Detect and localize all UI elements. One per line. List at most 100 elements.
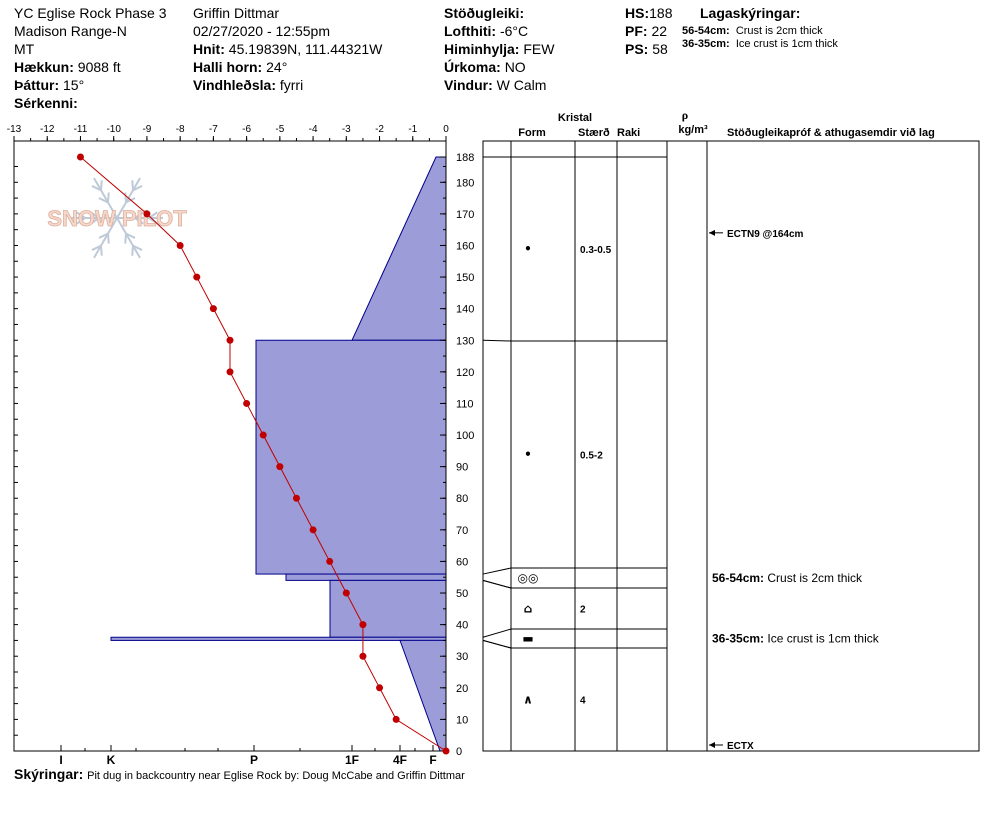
temp-tick-label: -3 [342,124,351,135]
layer-table-frame [482,140,980,752]
temp-point [209,305,217,313]
header-crystal: Kristal [558,112,592,124]
temp-point [143,210,151,218]
layer-connector [482,567,512,575]
grain-form-symbol: ▬ [522,632,533,646]
height-tick-label: 0 [456,746,462,758]
height-tick-label: 120 [456,367,474,379]
height-tick-label: 188 [456,152,474,164]
grain-size: 0.3-0.5 [580,245,612,256]
flake-branch [91,185,102,192]
hardness-tick-label: 1F [345,753,359,767]
temp-point [226,368,234,376]
comments: Skýringar: Pit dug in backcountry near E… [14,766,465,782]
height-tick-label: 20 [456,683,468,695]
height-tick-label: 160 [456,240,474,252]
observation-info: Griffin Dittmar 02/27/2020 - 12:55pm Hni… [193,4,382,94]
height-tick-label: 80 [456,493,468,505]
header-density-unit: kg/m³ [678,124,708,136]
elevation: Hækkun: 9088 ft [14,59,121,75]
flake-branch [107,192,110,203]
header-tests: Stöðugleikapróf & athugasemdir við lag [727,127,935,139]
temp-point [392,715,400,723]
flake-branch [124,233,127,244]
height-tick-label: 110 [456,398,474,410]
layer-note: 36-35cm: Ice crust is 1cm thick [682,38,838,50]
temp-point [176,241,184,249]
temp-point [193,273,201,281]
temp-point [226,336,234,344]
height-tick-label: 150 [456,272,474,284]
stability-test-arrow [709,229,715,236]
sky: Himinhylja: FEW [444,41,555,57]
wind: Vindur: W Calm [444,77,547,93]
flake-arm [93,177,118,219]
layer-connector [482,579,512,589]
flake-branch [132,185,143,192]
hardness-layer [329,579,447,638]
temp-tick-label: -9 [142,124,151,135]
flake-branch [124,192,127,203]
hardness-tick-label: I [59,753,62,767]
grain-form-symbol: • [524,242,532,256]
height-tick-label: 30 [456,651,468,663]
stability-test-label: ECTX [727,741,754,752]
flake-branch [90,211,100,219]
height-tick-label: 100 [456,430,474,442]
layer-comment: 56-54cm: Crust is 2cm thick [712,571,863,585]
temp-point [243,399,251,407]
flake-branch [125,232,136,239]
layer-notes-title: Lagaskýringar: [700,5,801,21]
grain-form-symbol: ∧ [523,693,533,707]
layer-connector [482,628,512,638]
temp-tick-label: -6 [242,124,251,135]
grain-size: 4 [580,696,586,707]
temp-tick-label: -12 [40,124,55,135]
flake-branch [132,244,143,251]
flake-branch [98,197,109,204]
layer-comment: 36-35cm: Ice crust is 1cm thick [712,632,880,646]
flake-arm [116,217,141,259]
flake-branch [134,217,144,225]
temp-point [342,589,350,597]
comments-text: Pit dug in backcountry near Eglise Rock … [87,770,465,782]
height-tick-label: 50 [456,588,468,600]
hardness-layer [351,156,447,341]
height-tick-label: 90 [456,462,468,474]
state: MT [14,41,35,57]
stability: Stöðugleiki: [444,5,525,21]
temp-point [76,153,84,161]
hardness-tick-label: K [107,753,116,767]
air-temp: Lofthiti: -6°C [444,23,529,39]
grain-form-symbol: ◎◎ [518,571,539,585]
layer-connector [482,639,512,649]
temp-point [309,526,317,534]
flake-branch [98,232,109,239]
precip: Úrkoma: NO [444,59,526,75]
stability-test-arrow [709,742,715,748]
header-size: Stærð [578,127,610,139]
temp-tick-label: -13 [7,124,22,135]
observer: Griffin Dittmar [193,5,280,21]
range: Madison Range-N [14,23,127,39]
comments-label: Skýringar: [14,766,84,782]
hardness-tick-label: 4F [393,753,407,767]
datetime: 02/27/2020 - 12:55pm [193,23,330,39]
height-tick-label: 40 [456,620,468,632]
flake-branch [100,245,103,256]
hardness-layer [399,639,447,752]
flake-branch [76,211,86,219]
site-info: YC Eglise Rock Phase 3 Madison Range-N M… [14,4,167,112]
temp-tick-label: -11 [74,124,88,135]
temp-tick-label: -8 [176,124,185,135]
temp-tick-label: 0 [443,124,449,135]
height-tick-label: 10 [456,714,468,726]
flake-arm [93,217,118,259]
flake-branch [131,245,134,256]
hardness-layer [285,573,447,581]
snow-depths: HS:188 PF: 22 PS: 58 [625,4,672,58]
temp-point [259,431,267,439]
grain-size: 2 [580,605,586,616]
flake-branch [100,180,103,191]
